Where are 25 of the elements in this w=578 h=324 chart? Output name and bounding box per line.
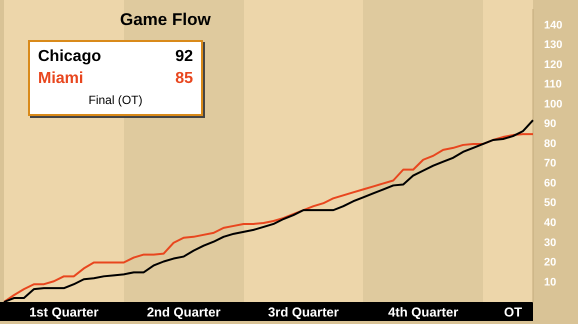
- annotation: Final (OT): [88, 92, 144, 109]
- x-tick-label: 2nd Quarter: [146, 304, 221, 320]
- y-tick-label: 40: [544, 217, 556, 230]
- annotation: 85: [175, 69, 193, 89]
- y-tick-label: 100: [544, 98, 562, 110]
- y-tick-label: 110: [544, 78, 562, 91]
- y-tick-label: 120: [544, 58, 562, 71]
- y-tick-label: 80: [544, 138, 556, 150]
- chart-title: Game Flow: [120, 10, 211, 30]
- text: Chicago: [38, 47, 102, 67]
- y-tick-label: 70: [544, 158, 556, 170]
- x-tick-label: 1st Quarter: [29, 304, 99, 320]
- y-tick-label: 20: [544, 256, 556, 269]
- x-tick-label: OT: [504, 304, 522, 320]
- y-tick-label: 30: [544, 236, 556, 249]
- y-tick-label: 50: [544, 197, 556, 210]
- annotation: 92: [175, 47, 193, 67]
- y-tick-label: 130: [544, 39, 562, 52]
- y-tick-label: 10: [544, 276, 556, 288]
- y-tick-label: 60: [544, 177, 556, 190]
- x-tick-label: 4th Quarter: [388, 304, 458, 320]
- y-tick-label: 140: [544, 19, 562, 32]
- x-tick-label: 3rd Quarter: [268, 304, 339, 320]
- y-tick-label: 90: [544, 118, 556, 130]
- text: Miami: [38, 69, 84, 89]
